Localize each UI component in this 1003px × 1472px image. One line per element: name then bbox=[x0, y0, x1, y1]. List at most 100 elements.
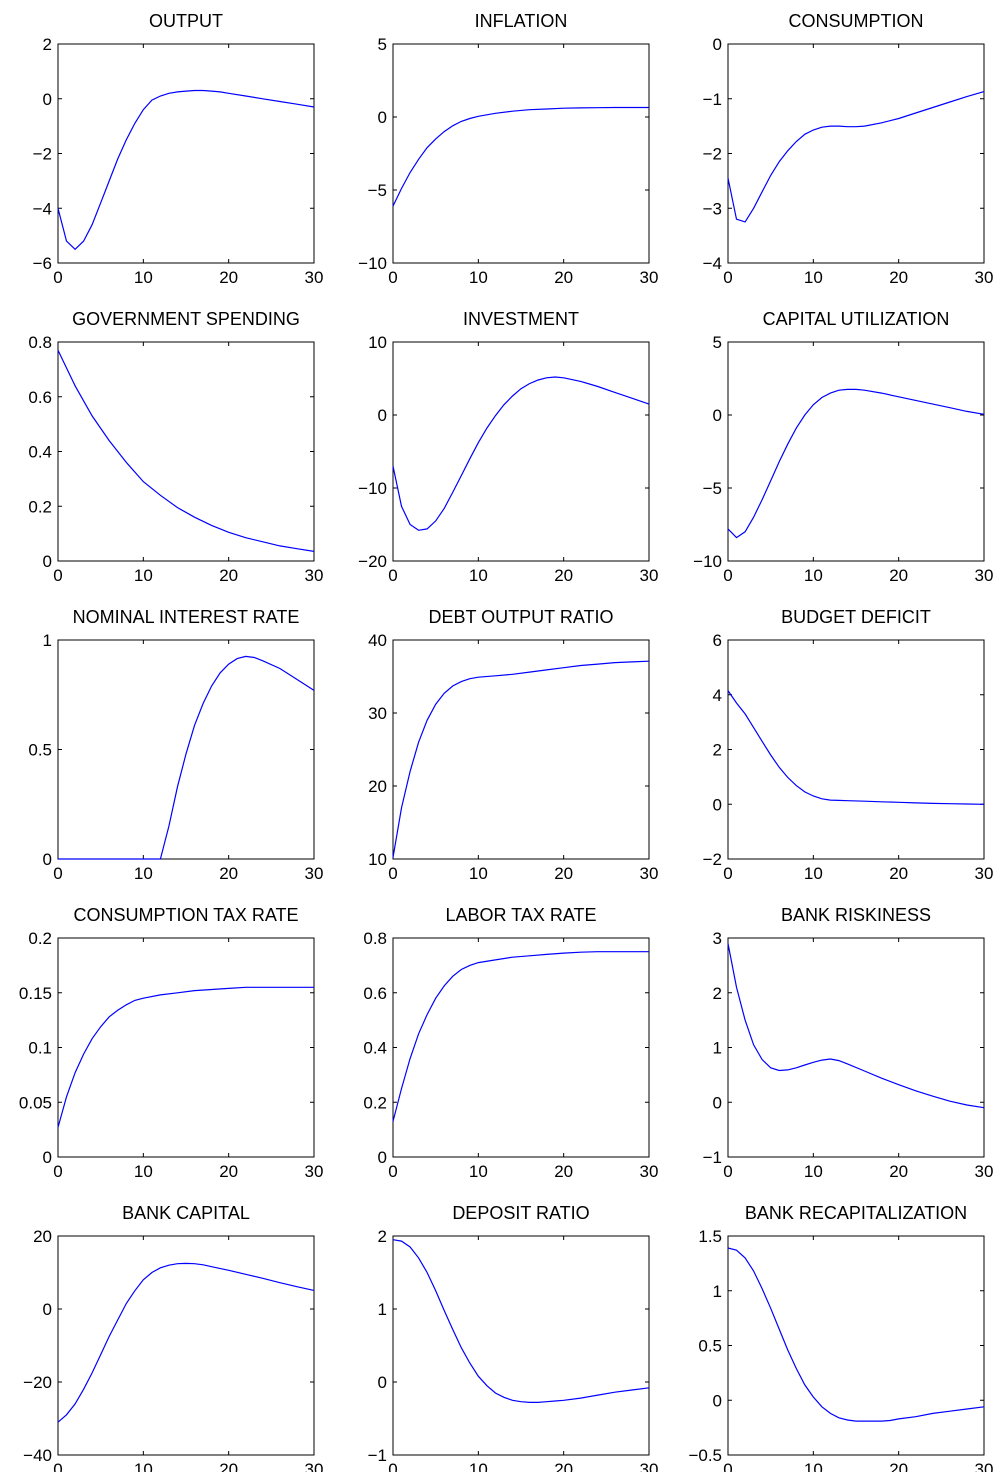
x-tick-label: 30 bbox=[305, 1162, 324, 1181]
series-line-government-spending bbox=[57, 349, 315, 552]
panel-title: OUTPUT bbox=[149, 11, 223, 31]
x-tick-label: 30 bbox=[640, 864, 659, 883]
y-tick-label: 0 bbox=[713, 1391, 722, 1410]
x-tick-label: 30 bbox=[305, 268, 324, 287]
panel-inflation: INFLATION 0 10 20 30 −10 −5 0 5 bbox=[358, 11, 658, 287]
y-tick-label: −2 bbox=[33, 145, 52, 164]
y-tick-label: 5 bbox=[713, 333, 722, 352]
x-tick-label: 20 bbox=[554, 1162, 573, 1181]
y-tick-label: 10 bbox=[368, 850, 387, 869]
y-tick-label: 2 bbox=[713, 984, 722, 1003]
y-tick-label: 0.5 bbox=[28, 741, 52, 760]
series-line-bank-riskiness bbox=[727, 943, 985, 1109]
y-tick-label: 20 bbox=[368, 777, 387, 796]
y-tick-label: 0 bbox=[43, 1300, 52, 1319]
plot-frame bbox=[727, 43, 985, 264]
y-tick-label: −5 bbox=[368, 181, 387, 200]
y-tick-label: 0 bbox=[378, 108, 387, 127]
y-tick-label: 0.5 bbox=[698, 1337, 722, 1356]
panel-capital-utilization: CAPITAL UTILIZATION 0 10 20 30 −10 −5 0 5 bbox=[693, 309, 993, 585]
x-tick-label: 30 bbox=[975, 566, 994, 585]
x-tick-label: 30 bbox=[640, 566, 659, 585]
y-tick-label: 3 bbox=[713, 929, 722, 948]
x-tick-label: 10 bbox=[134, 1460, 153, 1472]
x-tick-label: 0 bbox=[388, 864, 397, 883]
x-tick-label: 20 bbox=[219, 566, 238, 585]
y-tick-label: 2 bbox=[378, 1227, 387, 1246]
plot-frame bbox=[57, 937, 315, 1158]
plot-frame bbox=[727, 639, 985, 860]
y-tick-label: 0.2 bbox=[363, 1093, 387, 1112]
panel-title: BANK RISKINESS bbox=[781, 905, 931, 925]
panel-title: CONSUMPTION TAX RATE bbox=[73, 905, 298, 925]
y-tick-label: −40 bbox=[23, 1446, 52, 1465]
x-tick-label: 0 bbox=[53, 566, 62, 585]
plot-frame bbox=[392, 639, 650, 860]
x-tick-label: 10 bbox=[134, 864, 153, 883]
y-tick-label: 0 bbox=[378, 1373, 387, 1392]
y-tick-label: −4 bbox=[33, 199, 52, 218]
x-tick-label: 30 bbox=[975, 864, 994, 883]
x-tick-label: 10 bbox=[804, 566, 823, 585]
x-tick-label: 10 bbox=[804, 864, 823, 883]
x-tick-label: 10 bbox=[804, 1460, 823, 1472]
y-tick-label: −20 bbox=[358, 552, 387, 571]
x-tick-label: 10 bbox=[804, 268, 823, 287]
series-line-bank-capital bbox=[57, 1262, 315, 1423]
x-tick-label: 0 bbox=[53, 268, 62, 287]
panel-bank-capital: BANK CAPITAL 0 10 20 30 −40 −20 0 20 bbox=[23, 1203, 323, 1472]
y-tick-label: 0 bbox=[43, 1148, 52, 1167]
y-tick-label: −6 bbox=[33, 254, 52, 273]
y-tick-label: 0 bbox=[713, 1093, 722, 1112]
x-tick-label: 20 bbox=[554, 864, 573, 883]
series-line-consumption bbox=[727, 91, 985, 223]
y-tick-label: 0.05 bbox=[19, 1093, 52, 1112]
series-line-investment bbox=[392, 376, 650, 531]
x-tick-label: 10 bbox=[469, 864, 488, 883]
x-tick-label: 0 bbox=[388, 1162, 397, 1181]
x-tick-label: 20 bbox=[219, 268, 238, 287]
x-tick-label: 20 bbox=[219, 1162, 238, 1181]
y-tick-label: 20 bbox=[33, 1227, 52, 1246]
x-tick-label: 20 bbox=[219, 1460, 238, 1472]
plot-frame bbox=[57, 341, 315, 562]
x-tick-label: 20 bbox=[889, 268, 908, 287]
panel-output: OUTPUT 0 10 20 30 −6 −4 −2 0 2 bbox=[33, 11, 324, 287]
x-tick-label: 30 bbox=[640, 1460, 659, 1472]
y-tick-label: −1 bbox=[703, 90, 722, 109]
x-tick-label: 0 bbox=[53, 864, 62, 883]
plot-frame bbox=[392, 1235, 650, 1456]
x-tick-label: 20 bbox=[889, 1460, 908, 1472]
x-tick-label: 30 bbox=[640, 268, 659, 287]
y-tick-label: 30 bbox=[368, 704, 387, 723]
y-tick-label: −2 bbox=[703, 850, 722, 869]
y-tick-label: 40 bbox=[368, 631, 387, 650]
series-line-nominal-interest-rate bbox=[58, 655, 315, 860]
y-tick-label: 0.4 bbox=[28, 443, 52, 462]
x-tick-label: 10 bbox=[804, 1162, 823, 1181]
x-tick-label: 20 bbox=[554, 268, 573, 287]
y-tick-label: 2 bbox=[713, 741, 722, 760]
y-tick-label: 1 bbox=[43, 631, 52, 650]
y-tick-label: 0 bbox=[713, 406, 722, 425]
x-tick-label: 10 bbox=[469, 1162, 488, 1181]
x-tick-label: 20 bbox=[889, 566, 908, 585]
x-tick-label: 10 bbox=[469, 1460, 488, 1472]
x-tick-label: 10 bbox=[134, 268, 153, 287]
panel-title: GOVERNMENT SPENDING bbox=[72, 309, 300, 329]
panel-title: DEPOSIT RATIO bbox=[452, 1203, 589, 1223]
series-line-budget-deficit bbox=[727, 690, 985, 805]
y-tick-label: 0 bbox=[713, 35, 722, 54]
y-tick-label: −10 bbox=[358, 254, 387, 273]
y-tick-label: 0.8 bbox=[363, 929, 387, 948]
panel-title: BANK CAPITAL bbox=[122, 1203, 250, 1223]
y-tick-label: 5 bbox=[378, 35, 387, 54]
plot-frame bbox=[57, 639, 315, 860]
y-tick-label: −0.5 bbox=[688, 1446, 722, 1465]
x-tick-label: 10 bbox=[469, 268, 488, 287]
y-tick-label: 0 bbox=[43, 90, 52, 109]
series-line-bank-recapitalization bbox=[727, 1247, 985, 1422]
